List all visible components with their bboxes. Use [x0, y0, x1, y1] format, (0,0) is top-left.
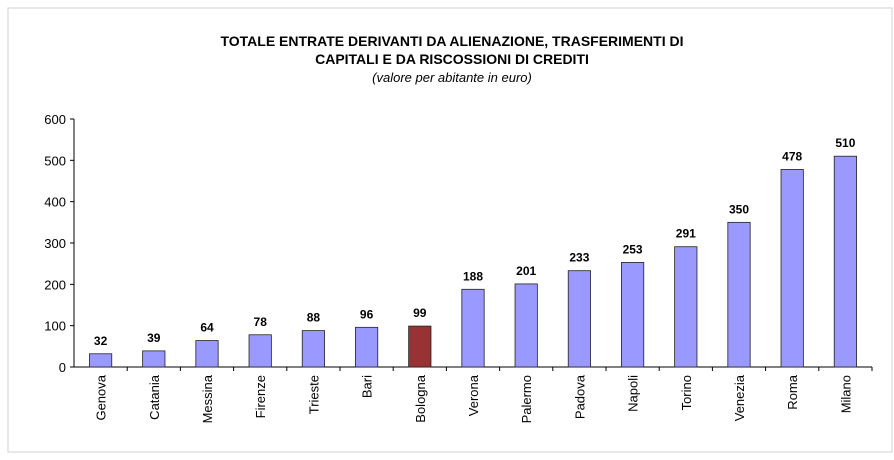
y-tick-label: 400 — [44, 195, 66, 210]
data-label: 253 — [623, 242, 643, 256]
bar — [833, 155, 857, 368]
bar — [674, 246, 698, 368]
x-tick-label: Palermo — [519, 375, 534, 423]
chart-title: TOTALE ENTRATE DERIVANTI DA ALIENAZIONE,… — [220, 33, 683, 49]
bar — [621, 262, 645, 368]
data-label: 478 — [782, 149, 802, 163]
x-tick-label: Genova — [94, 374, 109, 420]
x-tick-label: Padova — [572, 374, 587, 419]
bar — [142, 350, 166, 368]
x-tick-label: Catania — [147, 374, 162, 420]
y-tick-label: 500 — [44, 153, 66, 168]
x-tick-label: Trieste — [306, 375, 321, 414]
x-tick-label: Napoli — [626, 375, 641, 412]
bar — [461, 288, 485, 368]
data-label: 291 — [676, 227, 696, 241]
x-tick-label: Milano — [838, 375, 853, 413]
bar — [727, 221, 751, 368]
x-tick-label: Torino — [679, 375, 694, 410]
x-tick-label: Bologna — [413, 374, 428, 422]
data-label: 78 — [254, 315, 268, 329]
data-label: 32 — [94, 334, 108, 348]
x-tick-label: Bari — [360, 375, 375, 398]
data-label: 64 — [200, 321, 214, 335]
data-label: 201 — [516, 264, 536, 278]
bar — [248, 334, 272, 368]
data-label: 99 — [413, 306, 427, 320]
data-label: 510 — [835, 136, 855, 150]
data-label: 233 — [569, 251, 589, 265]
data-label: 350 — [729, 202, 749, 216]
y-tick-label: 200 — [44, 277, 66, 292]
bar — [408, 325, 432, 368]
chart-subtitle: (valore per abitante in euro) — [372, 70, 532, 85]
bar — [355, 326, 379, 368]
x-tick-label: Verona — [466, 374, 481, 416]
y-tick-label: 600 — [44, 112, 66, 127]
bar — [514, 283, 538, 368]
bar — [567, 270, 591, 368]
data-label: 188 — [463, 269, 483, 283]
x-tick-label: Firenze — [253, 375, 268, 418]
x-tick-label: Messina — [200, 374, 215, 423]
y-tick-label: 300 — [44, 236, 66, 251]
y-tick-label: 100 — [44, 319, 66, 334]
bar — [195, 340, 219, 368]
bar — [780, 169, 804, 368]
x-tick-label: Venezia — [732, 374, 747, 421]
data-label: 88 — [307, 311, 321, 325]
bar — [301, 330, 325, 368]
data-label: 96 — [360, 307, 374, 321]
bar — [89, 353, 113, 368]
x-tick-label: Roma — [785, 374, 800, 409]
y-tick-label: 0 — [59, 360, 66, 375]
chart-title: CAPITALI E DA RISCOSSIONI DI CREDITI — [315, 51, 589, 67]
data-label: 39 — [147, 331, 161, 345]
